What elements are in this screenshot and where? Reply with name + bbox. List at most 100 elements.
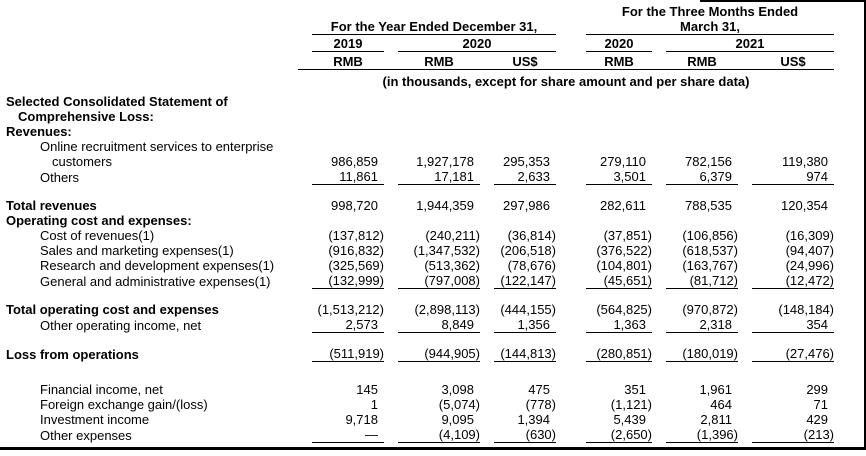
value: 2,811 bbox=[700, 412, 732, 427]
year-2021-label: 2021 bbox=[666, 35, 835, 52]
value: (916,832) bbox=[328, 243, 384, 258]
row-online-recruitment-line1: Online recruitment services to enterpris… bbox=[6, 139, 834, 154]
cell: (81,712) bbox=[652, 273, 738, 289]
spacer-row bbox=[6, 362, 834, 382]
section-title-line2: Comprehensive Loss: bbox=[18, 109, 154, 124]
cell: 3,501 bbox=[572, 169, 652, 185]
period-three-months-label-line2: March 31, bbox=[586, 19, 835, 35]
value: 145 bbox=[356, 382, 378, 397]
row-financial-income: Financial income, net 145 3,098 475 351 … bbox=[6, 382, 834, 397]
value: (376,522) bbox=[596, 243, 652, 258]
cell: (180,019) bbox=[652, 346, 738, 362]
cell: (94,407) bbox=[738, 243, 834, 258]
value: (444,155) bbox=[500, 302, 556, 317]
currency-label: US$ bbox=[780, 54, 806, 69]
year-2019-label: 2019 bbox=[312, 35, 384, 52]
cell: 17,181 bbox=[384, 169, 480, 185]
value: (148,184) bbox=[778, 302, 835, 317]
spacer bbox=[6, 362, 834, 382]
section-title-line1: Selected Consolidated Statement of bbox=[6, 94, 228, 109]
value: (180,019) bbox=[666, 346, 738, 362]
row-total-revenues: Total revenues 998,720 1,944,359 297,986… bbox=[6, 198, 834, 213]
row-cost-of-revenues: Cost of revenues(1) (137,812) (240,211) … bbox=[6, 228, 834, 243]
cell: 9,718 bbox=[298, 412, 384, 427]
row-label: Other expenses bbox=[40, 428, 132, 443]
cell: 475 bbox=[480, 382, 556, 397]
value: 998,720 bbox=[331, 198, 378, 213]
currency-label: US$ bbox=[512, 54, 538, 69]
value: — bbox=[312, 427, 384, 443]
value: 3,098 bbox=[441, 382, 474, 397]
cell: 3,098 bbox=[384, 382, 480, 397]
cell: (78,676) bbox=[480, 258, 556, 273]
currency-col-6: US$ bbox=[738, 53, 834, 70]
cell: (444,155) bbox=[480, 302, 556, 317]
value: (944,905) bbox=[398, 346, 480, 362]
value: 9,095 bbox=[441, 412, 474, 427]
spacer-row bbox=[6, 289, 834, 302]
row-other-operating-income: Other operating income, net 2,573 8,849 … bbox=[6, 317, 835, 333]
row-foreign-exchange: Foreign exchange gain/(loss) 1 (5,074) (… bbox=[6, 397, 834, 412]
value: (78,676) bbox=[507, 258, 556, 273]
period-year-ended: For the Year Ended December 31, bbox=[298, 4, 556, 35]
financial-table: For the Year Ended December 31, For the … bbox=[6, 4, 835, 443]
cell: (1,347,532) bbox=[384, 243, 481, 258]
cell: 1,356 bbox=[480, 317, 556, 333]
year-2020-quarter: 2020 bbox=[572, 35, 652, 53]
row-label: Loss from operations bbox=[6, 347, 139, 362]
cell: (325,569) bbox=[298, 258, 384, 273]
cell: 1,944,359 bbox=[384, 198, 480, 213]
section-title-row: Comprehensive Loss: bbox=[6, 109, 834, 124]
row-label: Operating cost and expenses: bbox=[6, 213, 192, 228]
value: (106,856) bbox=[682, 228, 738, 243]
cell: (630) bbox=[480, 427, 556, 443]
cell: 119,380 bbox=[738, 154, 834, 169]
group-gap bbox=[556, 427, 572, 443]
value: 1,394 bbox=[517, 412, 550, 427]
currency-col-1: RMB bbox=[298, 53, 384, 70]
value: (970,872) bbox=[682, 302, 738, 317]
cell: (1,396) bbox=[652, 427, 738, 443]
value: (12,472) bbox=[752, 273, 835, 289]
cell: (104,801) bbox=[572, 258, 652, 273]
units-note-row: (in thousands, except for share amount a… bbox=[6, 72, 834, 94]
value: (2,650) bbox=[586, 427, 652, 443]
group-gap bbox=[556, 35, 572, 53]
cell: (2,898,113) bbox=[384, 302, 480, 317]
cell: 2,573 bbox=[298, 317, 384, 333]
value: (36,814) bbox=[507, 228, 556, 243]
cell: — bbox=[298, 427, 384, 443]
cell: (376,522) bbox=[572, 243, 652, 258]
cell: 295,353 bbox=[480, 154, 556, 169]
row-label: Investment income bbox=[40, 412, 150, 427]
spacer bbox=[6, 333, 834, 346]
period-three-months: For the Three Months Ended March 31, bbox=[572, 4, 835, 35]
value: (206,518) bbox=[500, 243, 556, 258]
cell: 71 bbox=[738, 397, 834, 412]
value: (797,008) bbox=[398, 273, 480, 289]
header-rule bbox=[298, 69, 835, 72]
value: 429 bbox=[806, 412, 829, 427]
row-label: Total revenues bbox=[6, 198, 97, 213]
currency-col-4: RMB bbox=[572, 53, 652, 70]
cell: 1 bbox=[298, 397, 384, 412]
cell: (148,184) bbox=[738, 302, 834, 317]
cell: 998,720 bbox=[298, 198, 384, 213]
group-gap bbox=[556, 154, 572, 169]
value: 3,501 bbox=[586, 169, 652, 185]
header-period-row: For the Year Ended December 31, For the … bbox=[6, 4, 835, 35]
row-label: customers bbox=[52, 154, 112, 169]
cell: (240,211) bbox=[384, 228, 480, 243]
row-other-expenses: Other expenses — (4,109) (630) (2,650) (… bbox=[6, 427, 835, 443]
value: (511,919) bbox=[312, 346, 384, 362]
value: 1,961 bbox=[699, 382, 732, 397]
cell: 1,363 bbox=[572, 317, 652, 333]
year-2019: 2019 bbox=[298, 35, 384, 53]
cell: 354 bbox=[738, 317, 835, 333]
cell: (2,650) bbox=[572, 427, 652, 443]
value: (778) bbox=[525, 397, 556, 412]
cell: 282,611 bbox=[572, 198, 652, 213]
value: (137,812) bbox=[328, 228, 384, 243]
cell: (618,537) bbox=[652, 243, 738, 258]
value: 17,181 bbox=[398, 169, 480, 185]
